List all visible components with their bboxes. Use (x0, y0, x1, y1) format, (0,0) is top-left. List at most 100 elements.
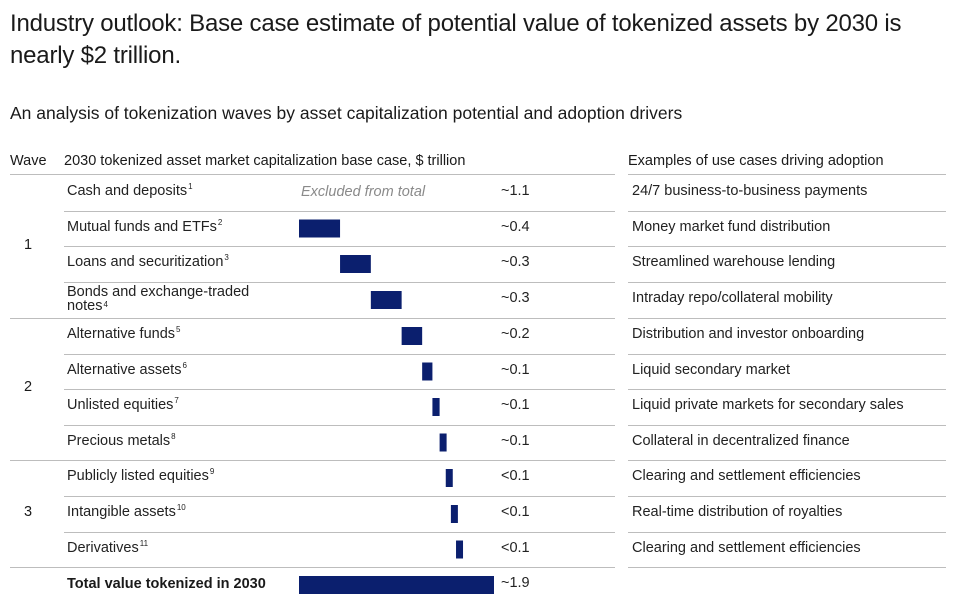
header-rule (10, 174, 615, 175)
footnote-marker: 3 (224, 253, 229, 262)
bottom-rule-usecases (628, 567, 946, 568)
wave-label: 2 (24, 379, 33, 395)
header-market-cap: 2030 tokenized asset market capitalizati… (64, 153, 465, 169)
wave-label: 1 (24, 236, 33, 253)
total-bar (299, 576, 494, 594)
excluded-note: Excluded from total (301, 184, 426, 200)
value-label: ~0.1 (501, 432, 530, 449)
row-separator (64, 246, 615, 247)
footnote-marker: 6 (182, 360, 187, 370)
bar (422, 362, 433, 381)
header-market-cap-text: 2030 tokenized asset market capitalizati… (64, 153, 412, 169)
chart-subtitle: An analysis of tokenization waves by ass… (10, 103, 683, 123)
bar (450, 505, 458, 523)
row-separator (64, 282, 615, 283)
category-label: Precious metals8 (67, 432, 176, 449)
row-separator (64, 389, 615, 390)
value-label: ~0.4 (501, 218, 530, 235)
bar (432, 398, 440, 416)
row-separator (64, 211, 615, 212)
footnote-marker: 4 (103, 300, 108, 309)
category-label: Unlisted equities7 (67, 396, 179, 413)
total-label: Total value tokenized in 2030 (67, 576, 266, 592)
bar (299, 219, 341, 238)
row-separator-usecases (628, 460, 946, 461)
header-use-cases: Examples of use cases driving adoption (628, 153, 884, 169)
footnote-marker: 10 (176, 503, 186, 512)
use-case-label: Liquid private markets for secondary sal… (632, 397, 904, 413)
row-separator-usecases (628, 318, 946, 319)
use-case-label: Intraday repo/collateral mobility (632, 290, 833, 306)
bar (401, 327, 423, 345)
footnote-marker: 11 (139, 538, 149, 548)
category-text: Mutual funds and ETFs (67, 218, 217, 235)
row-separator-usecases (628, 354, 946, 355)
header-rule-usecases (628, 174, 946, 175)
category-label: Intangible assets10 (67, 503, 186, 520)
use-case-label: Distribution and investor onboarding (632, 326, 865, 342)
header-market-cap-unit: $ trillion (415, 153, 466, 169)
value-label: ~0.2 (501, 326, 530, 342)
footnote-marker: 2 (217, 217, 223, 227)
category-text: Publicly listed equities (67, 468, 209, 484)
value-label: ~0.3 (501, 254, 530, 270)
use-case-label: Money market fund distribution (632, 218, 831, 235)
use-case-label: Clearing and settlement efficiencies (632, 468, 861, 484)
value-label: <0.1 (501, 539, 530, 556)
row-separator (64, 425, 615, 426)
footnote-marker: 9 (209, 467, 215, 476)
value-label: <0.1 (501, 504, 530, 520)
use-case-label: 24/7 business-to-business payments (632, 183, 868, 199)
category-text: Alternative assets (67, 361, 182, 378)
bar (340, 255, 371, 273)
category-label: Alternative funds5 (67, 325, 181, 342)
row-separator (10, 318, 615, 319)
category-label: Alternative assets6 (67, 360, 187, 378)
category-text: Unlisted equities (67, 397, 174, 413)
row-separator-usecases (628, 389, 946, 390)
value-label: <0.1 (501, 468, 530, 484)
row-separator (64, 354, 615, 355)
use-case-label: Clearing and settlement efficiencies (632, 539, 861, 556)
use-case-label: Streamlined warehouse lending (632, 254, 836, 270)
bar (445, 469, 453, 487)
bar (439, 433, 447, 452)
value-label: ~0.1 (501, 397, 530, 413)
bar (456, 540, 464, 559)
chart-title: Industry outlook: Base case estimate of … (10, 10, 902, 69)
footnote-marker: 5 (176, 325, 181, 334)
header-wave: Wave (10, 153, 47, 169)
bottom-rule (10, 567, 615, 568)
row-separator-usecases (628, 282, 946, 283)
row-separator (64, 532, 615, 533)
use-case-label: Collateral in decentralized finance (632, 432, 850, 449)
wave-label: 3 (24, 503, 33, 520)
row-separator-usecases (628, 246, 946, 247)
row-separator (64, 496, 615, 497)
category-text: Cash and deposits (67, 183, 188, 199)
category-label: Publicly listed equities9 (67, 467, 215, 484)
category-label: Mutual funds and ETFs2 (67, 217, 223, 235)
category-text: Derivatives (67, 539, 139, 556)
category-text: Bonds and exchange-traded notes (67, 284, 250, 314)
category-label: Loans and securitization3 (67, 253, 229, 270)
use-case-label: Liquid secondary market (632, 361, 790, 378)
total-value-label: ~1.9 (501, 575, 530, 591)
row-separator (10, 460, 615, 461)
value-label: ~1.1 (501, 183, 530, 199)
row-separator-usecases (628, 496, 946, 497)
category-label: Bonds and exchange-traded notes4 (67, 284, 287, 314)
category-text: Loans and securitization (67, 254, 224, 270)
category-text: Precious metals (67, 432, 171, 449)
bar (370, 291, 402, 309)
value-label: ~0.1 (501, 361, 530, 378)
row-separator-usecases (628, 211, 946, 212)
value-label: ~0.3 (501, 290, 530, 306)
footnote-marker: 1 (188, 182, 193, 191)
use-case-label: Real-time distribution of royalties (632, 504, 843, 520)
footnote-marker: 7 (174, 396, 179, 405)
row-separator-usecases (628, 532, 946, 533)
category-label: Derivatives11 (67, 538, 149, 556)
